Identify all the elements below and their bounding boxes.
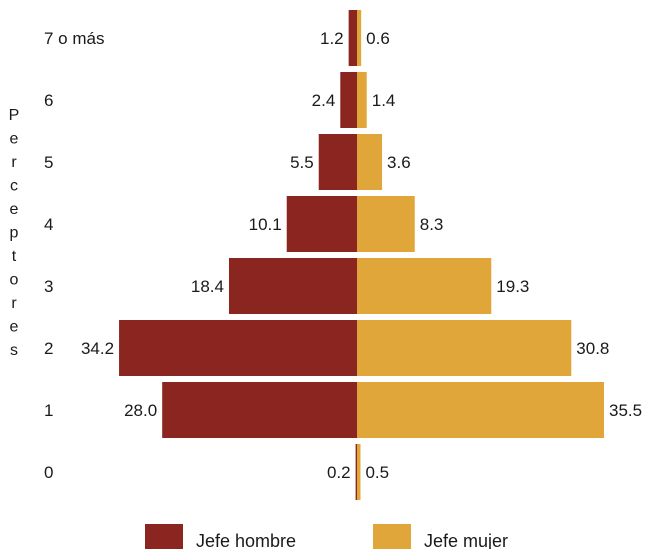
bar-jefe-hombre xyxy=(228,258,357,314)
y-axis-label-char: e xyxy=(10,131,19,148)
value-label-jefe-hombre: 34.2 xyxy=(81,339,114,358)
bar-jefe-mujer xyxy=(357,382,604,438)
value-labels: 1.2 0.6 2.4 1.4 5.5 3.6 10.1 8.3 18.4 19.3 34.2 30.… xyxy=(81,29,642,482)
category-labels: 7 o más 6 5 4 3 2 1 0 xyxy=(44,29,104,482)
value-label-jefe-mujer: 19.3 xyxy=(496,277,529,296)
legend-label: Jefe mujer xyxy=(424,531,508,549)
bar-jefe-mujer xyxy=(357,10,362,66)
category-label: 7 o más xyxy=(44,29,104,48)
y-axis-label-char: r xyxy=(11,295,17,312)
y-axis-label-char: e xyxy=(10,201,19,218)
bar-jefe-hombre xyxy=(348,10,357,66)
bar-jefe-hombre xyxy=(340,72,357,128)
bar-jefe-hombre xyxy=(286,196,357,252)
legend-label: Jefe hombre xyxy=(196,531,296,549)
y-axis-label-char: s xyxy=(10,342,18,359)
bar-jefe-mujer xyxy=(357,258,492,314)
y-axis-label-char: o xyxy=(10,272,19,289)
bar-jefe-hombre xyxy=(318,134,357,190)
y-axis-label-char: p xyxy=(10,225,19,242)
value-label-jefe-hombre: 28.0 xyxy=(124,401,157,420)
legend-swatch xyxy=(373,524,411,549)
value-label-jefe-mujer: 1.4 xyxy=(372,91,396,110)
y-axis-label-char: c xyxy=(10,178,18,195)
value-label-jefe-mujer: 3.6 xyxy=(387,153,411,172)
bar-jefe-mujer xyxy=(357,444,361,500)
bar-jefe-mujer xyxy=(357,134,383,190)
value-label-jefe-hombre: 10.1 xyxy=(249,215,282,234)
category-label: 4 xyxy=(44,215,53,234)
category-label: 1 xyxy=(44,401,53,420)
value-label-jefe-hombre: 18.4 xyxy=(191,277,224,296)
value-label-jefe-mujer: 30.8 xyxy=(576,339,609,358)
value-label-jefe-mujer: 0.6 xyxy=(366,29,390,48)
bars xyxy=(119,10,604,500)
y-axis-label-char: e xyxy=(10,319,19,336)
bar-jefe-mujer xyxy=(357,196,415,252)
legend: Jefe hombre Jefe mujer xyxy=(145,524,508,549)
legend-swatch xyxy=(145,524,183,549)
category-label: 2 xyxy=(44,339,53,358)
value-label-jefe-mujer: 0.5 xyxy=(365,463,389,482)
value-label-jefe-hombre: 2.4 xyxy=(312,91,336,110)
bar-jefe-mujer xyxy=(357,320,572,376)
value-label-jefe-hombre: 1.2 xyxy=(320,29,344,48)
value-label-jefe-mujer: 35.5 xyxy=(609,401,642,420)
value-label-jefe-hombre: 0.2 xyxy=(327,463,351,482)
category-label: 0 xyxy=(44,463,53,482)
y-axis-label-char: t xyxy=(12,248,17,265)
value-label-jefe-mujer: 8.3 xyxy=(420,215,444,234)
bar-jefe-hombre xyxy=(355,444,357,500)
bar-jefe-mujer xyxy=(357,72,367,128)
category-label: 3 xyxy=(44,277,53,296)
y-axis-label-char: P xyxy=(9,107,20,124)
value-label-jefe-hombre: 5.5 xyxy=(290,153,314,172)
bar-jefe-hombre xyxy=(119,320,357,376)
y-axis-label-char: r xyxy=(11,154,17,171)
category-label: 5 xyxy=(44,153,53,172)
category-label: 6 xyxy=(44,91,53,110)
bar-jefe-hombre xyxy=(162,382,357,438)
